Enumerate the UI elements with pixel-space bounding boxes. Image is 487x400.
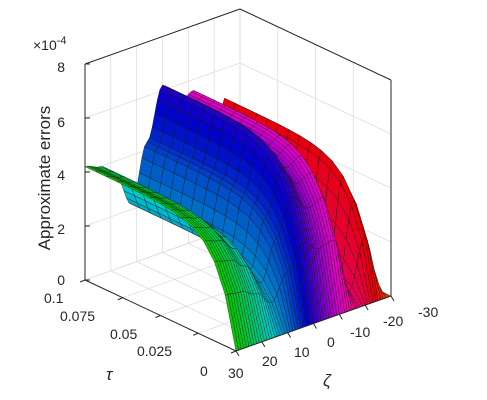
tau-tick-0.05: 0.05 bbox=[110, 326, 137, 342]
zeta-tick-mark bbox=[261, 341, 266, 348]
tau-tick-mark bbox=[193, 332, 199, 336]
zeta-axis-label: ζ bbox=[323, 371, 332, 390]
zeta-tick--30: -30 bbox=[418, 304, 438, 320]
tau-tick-0.1: 0.1 bbox=[44, 290, 64, 306]
z-tick-4: 4 bbox=[57, 167, 65, 183]
zeta-tick-mark bbox=[390, 295, 395, 302]
zeta-tick-mark bbox=[364, 304, 369, 311]
z-axis-label: Approximate errors bbox=[35, 106, 54, 251]
tau-tick-mark bbox=[79, 279, 86, 283]
zeta-tick-mark bbox=[338, 314, 343, 320]
tau-axis-label: τ bbox=[106, 365, 114, 384]
tau-tick-0.025: 0.025 bbox=[137, 343, 172, 359]
axes bbox=[79, 8, 395, 357]
exponent-label: ×10-4 bbox=[33, 35, 67, 53]
zeta-tick-30: 30 bbox=[228, 365, 244, 381]
zeta-tick-20: 20 bbox=[262, 353, 278, 369]
z-gridline bbox=[84, 8, 392, 81]
z-tick-0: 0 bbox=[57, 272, 65, 288]
zeta-tick--10: -10 bbox=[350, 324, 370, 340]
axis-line bbox=[84, 8, 241, 65]
zeta-tick-mark bbox=[287, 332, 292, 338]
zeta-tick-10: 10 bbox=[294, 344, 310, 360]
zeta-tick-0: 0 bbox=[327, 334, 335, 350]
z-tick-2: 2 bbox=[57, 221, 65, 237]
axis-line bbox=[239, 8, 392, 81]
zeta-tick-mark bbox=[313, 323, 317, 329]
tau-tick-0.075: 0.075 bbox=[60, 308, 95, 324]
error-surface bbox=[84, 84, 392, 352]
tau-tick-mark bbox=[155, 315, 161, 318]
z-tick-6: 6 bbox=[57, 114, 65, 130]
tau-tick-mark bbox=[117, 297, 123, 301]
z-tick-8: 8 bbox=[57, 59, 65, 75]
zeta-tick--20: -20 bbox=[383, 313, 403, 329]
tau-tick-mark bbox=[230, 350, 237, 354]
zeta-tick-mark bbox=[235, 350, 240, 357]
tau-tick-0: 0 bbox=[200, 363, 208, 379]
